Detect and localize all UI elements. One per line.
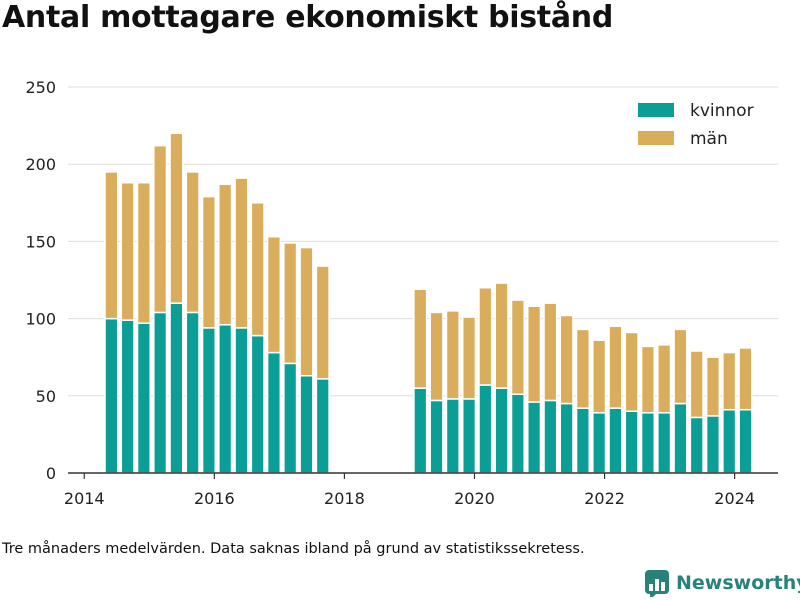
- bar-kvinnor: [461, 398, 477, 474]
- legend: kvinnor män: [638, 101, 754, 149]
- bar-kvinnor: [722, 408, 737, 474]
- chart-title: Antal mottagare ekonomiskt bistånd: [2, 0, 614, 35]
- bar-kvinnor: [673, 402, 688, 474]
- bar-man: [527, 305, 542, 403]
- bar-man: [201, 195, 217, 329]
- bar-kvinnor: [510, 393, 525, 474]
- bar-kvinnor: [136, 322, 151, 474]
- bar-kvinnor: [169, 302, 184, 474]
- bar-man: [299, 246, 314, 377]
- bar-kvinnor: [608, 407, 623, 474]
- bar-kvinnor: [738, 408, 753, 474]
- axes: 0 50 100 150 200 250 2014 2016 2018 2020 2022 2024: [25, 78, 778, 508]
- bar-kvinnor: [185, 311, 200, 474]
- brand-logo: Newsworthy: [644, 568, 800, 598]
- bar-man: [136, 181, 151, 324]
- bar-kvinnor: [657, 412, 672, 474]
- bar-kvinnor: [201, 327, 217, 474]
- bar-man: [624, 331, 639, 412]
- bar-man: [234, 177, 249, 329]
- bar-man: [640, 345, 656, 414]
- bar-man: [673, 328, 688, 405]
- x-tick-label: 2020: [454, 489, 495, 508]
- y-tick-label: 150: [25, 232, 56, 251]
- bar-man: [169, 132, 184, 304]
- x-tick-label: 2018: [324, 489, 365, 508]
- bar-man: [689, 350, 704, 419]
- bar-chart-logo-icon: [645, 570, 669, 597]
- legend-swatch-kvinnor: [638, 103, 674, 117]
- bar-kvinnor: [413, 387, 428, 474]
- bar-kvinnor: [250, 334, 265, 474]
- bar-kvinnor: [120, 319, 135, 474]
- bar-man: [104, 171, 119, 320]
- bar-man: [250, 202, 265, 337]
- bar-kvinnor: [494, 387, 509, 474]
- bar-man: [559, 314, 574, 405]
- bar-man: [705, 356, 721, 417]
- x-tick-label: 2024: [714, 489, 755, 508]
- bar-kvinnor: [104, 317, 119, 474]
- bar-man: [315, 265, 330, 380]
- bar-man: [657, 344, 672, 414]
- bar-man: [608, 325, 623, 409]
- brand-name: Newsworthy: [676, 572, 800, 594]
- y-tick-label: 50: [36, 387, 56, 406]
- legend-swatch-man: [638, 131, 674, 145]
- bar-kvinnor: [592, 412, 607, 474]
- y-tick-label: 0: [46, 464, 56, 483]
- bar-man: [413, 288, 428, 389]
- bar-man: [185, 171, 200, 314]
- chart-caption: Tre månaders medelvärden. Data saknas ib…: [2, 541, 585, 557]
- bars: [104, 132, 753, 474]
- bar-kvinnor: [527, 401, 542, 474]
- bar-man: [575, 328, 590, 409]
- bar-kvinnor: [299, 374, 314, 474]
- bar-kvinnor: [559, 402, 574, 474]
- y-tick-label: 200: [25, 155, 56, 174]
- bar-man: [592, 339, 607, 414]
- bar-man: [543, 302, 558, 402]
- bar-kvinnor: [429, 399, 444, 474]
- bar-man: [738, 347, 753, 411]
- bar-man: [429, 311, 444, 402]
- bar-kvinnor: [705, 415, 721, 474]
- bar-man: [722, 351, 737, 411]
- bar-man: [153, 144, 168, 314]
- bar-man: [494, 282, 509, 389]
- bar-kvinnor: [689, 416, 704, 474]
- legend-label: kvinnor: [690, 101, 754, 121]
- bar-kvinnor: [445, 398, 460, 474]
- x-tick-label: 2016: [194, 489, 235, 508]
- bar-man: [510, 299, 525, 396]
- bar-man: [445, 310, 460, 400]
- bar-kvinnor: [640, 412, 656, 474]
- bar-kvinnor: [218, 324, 233, 474]
- x-tick-label: 2014: [64, 489, 105, 508]
- bar-kvinnor: [153, 311, 168, 474]
- bar-kvinnor: [283, 362, 298, 474]
- bar-kvinnor: [624, 410, 639, 474]
- bar-man: [218, 183, 233, 326]
- y-tick-label: 250: [25, 78, 56, 97]
- x-tick-label: 2022: [584, 489, 625, 508]
- bar-kvinnor: [543, 399, 558, 474]
- bar-man: [283, 242, 298, 365]
- y-tick-label: 100: [25, 310, 56, 329]
- bar-kvinnor: [575, 407, 590, 474]
- bar-kvinnor: [234, 327, 249, 474]
- bar-man: [478, 286, 493, 386]
- bar-man: [461, 316, 477, 400]
- legend-label: män: [690, 129, 728, 149]
- bar-kvinnor: [315, 378, 330, 474]
- bar-man: [120, 181, 135, 321]
- bar-man: [266, 236, 282, 354]
- bar-kvinnor: [478, 384, 493, 474]
- bar-kvinnor: [266, 351, 282, 474]
